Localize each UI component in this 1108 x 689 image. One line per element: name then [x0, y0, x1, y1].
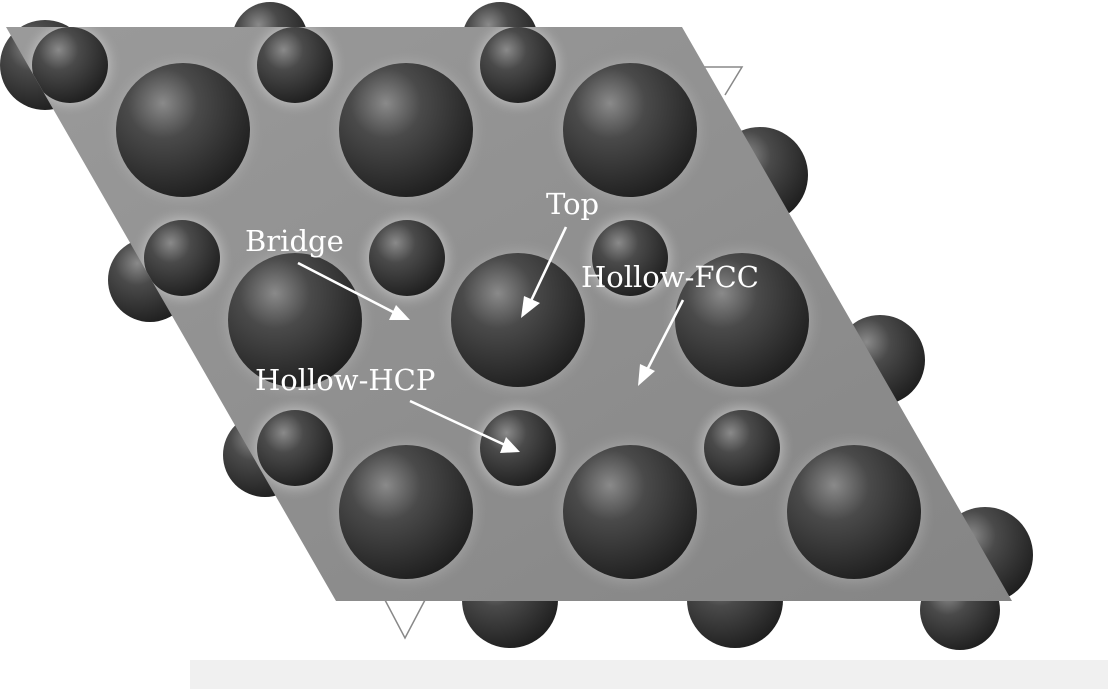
- subsurface-atom: [243, 396, 347, 500]
- surface-atom: [661, 239, 823, 401]
- label-bridge: Bridge: [245, 224, 344, 258]
- surface-atom: [437, 239, 599, 401]
- surface-atom: [549, 431, 711, 593]
- subsurface-atom: [466, 396, 570, 500]
- arrow-hollow-hcp: [409, 399, 520, 453]
- surface-atom: [102, 49, 264, 211]
- surface-atom: [214, 239, 376, 401]
- subsurface-atom: [355, 206, 459, 310]
- bottom-shadow: [190, 660, 1108, 689]
- arrow-top: [521, 226, 568, 318]
- surface-atom: [773, 431, 935, 593]
- arrow-bridge: [297, 261, 410, 320]
- label-top: Top: [546, 187, 599, 221]
- surface-atom: [549, 49, 711, 211]
- surface-atom: [325, 431, 487, 593]
- cell-edge-mark-bottom: [384, 599, 426, 640]
- surface-atoms-layer: [18, 27, 935, 593]
- label-hollow-hcp: Hollow-HCP: [255, 363, 435, 397]
- cell-edge-mark-top: [700, 66, 744, 96]
- subsurface-atom: [130, 206, 234, 310]
- subsurface-atom: [243, 27, 347, 117]
- label-hollow-fcc: Hollow-FCC: [581, 260, 759, 294]
- arrow-hollow-fcc: [638, 299, 685, 386]
- subsurface-atom: [690, 396, 794, 500]
- surface-atom: [325, 49, 487, 211]
- subsurface-atom: [578, 206, 682, 310]
- subsurface-atom: [466, 27, 570, 117]
- subsurface-atom: [18, 27, 122, 117]
